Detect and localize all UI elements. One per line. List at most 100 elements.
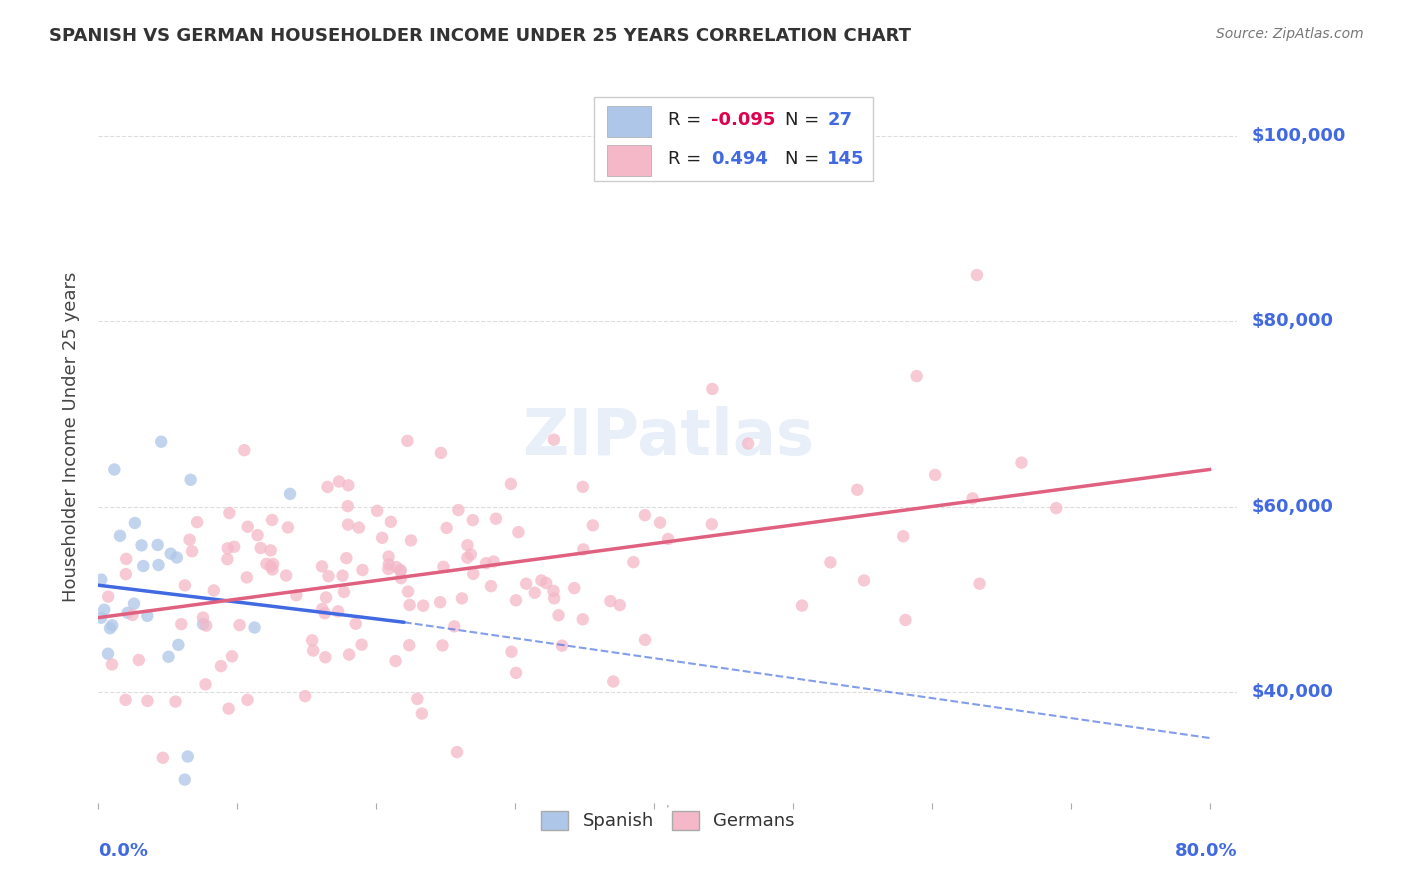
Point bbox=[173, 578, 195, 592]
Point bbox=[436, 521, 458, 535]
Point bbox=[278, 487, 301, 501]
Point bbox=[97, 647, 120, 661]
Point bbox=[456, 550, 478, 565]
Point bbox=[543, 591, 565, 606]
Point bbox=[891, 529, 914, 543]
Point bbox=[432, 559, 454, 574]
Point bbox=[302, 643, 325, 657]
Point bbox=[534, 576, 557, 591]
Point bbox=[233, 443, 256, 458]
Point bbox=[146, 538, 169, 552]
Point bbox=[159, 547, 181, 561]
Point bbox=[195, 618, 218, 632]
Point bbox=[790, 599, 813, 613]
Point bbox=[337, 478, 360, 492]
Point bbox=[352, 563, 374, 577]
Text: R =: R = bbox=[668, 112, 707, 129]
Text: 27: 27 bbox=[827, 112, 852, 129]
Point bbox=[262, 513, 284, 527]
Point bbox=[191, 610, 214, 624]
Text: $80,000: $80,000 bbox=[1251, 312, 1333, 330]
Point bbox=[276, 568, 298, 582]
Point bbox=[277, 520, 299, 534]
Point bbox=[114, 693, 136, 707]
Point bbox=[150, 434, 173, 449]
Point bbox=[314, 606, 336, 620]
Point bbox=[337, 648, 360, 662]
Point bbox=[136, 694, 159, 708]
Point bbox=[243, 621, 266, 635]
Point bbox=[398, 598, 420, 612]
Point bbox=[90, 611, 112, 625]
Point bbox=[702, 382, 724, 396]
Text: SPANISH VS GERMAN HOUSEHOLDER INCOME UNDER 25 YEARS CORRELATION CHART: SPANISH VS GERMAN HOUSEHOLDER INCOME UND… bbox=[49, 27, 911, 45]
Point bbox=[634, 508, 657, 523]
Point bbox=[451, 591, 474, 606]
Point bbox=[90, 573, 112, 587]
Point bbox=[599, 594, 621, 608]
Text: $100,000: $100,000 bbox=[1251, 128, 1346, 145]
Point bbox=[260, 559, 283, 574]
Point bbox=[820, 555, 842, 569]
Point bbox=[314, 650, 336, 665]
Point bbox=[209, 659, 232, 673]
Point bbox=[609, 598, 631, 612]
Point bbox=[122, 597, 145, 611]
Point bbox=[432, 639, 454, 653]
Point bbox=[634, 632, 657, 647]
Point bbox=[101, 618, 124, 632]
Point bbox=[132, 559, 155, 574]
Text: 0.494: 0.494 bbox=[711, 150, 768, 168]
Point bbox=[136, 608, 159, 623]
Text: N =: N = bbox=[785, 150, 825, 168]
Bar bbox=[607, 106, 651, 137]
Point bbox=[337, 517, 360, 532]
Bar bbox=[607, 145, 651, 176]
Point bbox=[336, 499, 359, 513]
Point bbox=[316, 480, 339, 494]
Point bbox=[447, 503, 470, 517]
Point bbox=[103, 462, 125, 476]
Point bbox=[115, 567, 138, 582]
Point bbox=[396, 434, 419, 448]
Point bbox=[572, 542, 595, 557]
Point bbox=[202, 583, 225, 598]
Text: -0.095: -0.095 bbox=[711, 112, 776, 129]
Point bbox=[260, 543, 283, 558]
Point bbox=[562, 581, 585, 595]
Point bbox=[446, 745, 468, 759]
Point bbox=[285, 588, 308, 602]
Text: R =: R = bbox=[668, 150, 713, 168]
Point bbox=[962, 491, 984, 506]
Point bbox=[256, 557, 278, 571]
Point bbox=[180, 473, 202, 487]
Point bbox=[167, 638, 190, 652]
Text: $40,000: $40,000 bbox=[1251, 682, 1333, 701]
Point bbox=[366, 504, 388, 518]
Point bbox=[236, 693, 259, 707]
Point bbox=[186, 515, 208, 529]
Point bbox=[294, 689, 316, 703]
Text: N =: N = bbox=[785, 112, 825, 129]
Point bbox=[262, 557, 284, 571]
Point bbox=[170, 617, 193, 632]
Point bbox=[262, 562, 284, 576]
Point bbox=[657, 532, 679, 546]
Point bbox=[236, 570, 259, 584]
Point bbox=[335, 551, 357, 566]
Point bbox=[406, 692, 429, 706]
Point bbox=[98, 621, 121, 635]
Text: 0.0%: 0.0% bbox=[98, 842, 149, 860]
Text: $60,000: $60,000 bbox=[1251, 498, 1333, 516]
Point bbox=[318, 569, 340, 583]
Point bbox=[97, 590, 120, 604]
Point bbox=[508, 525, 530, 540]
Point bbox=[124, 516, 146, 530]
Point bbox=[571, 612, 593, 626]
Y-axis label: Householder Income Under 25 years: Householder Income Under 25 years bbox=[62, 272, 80, 602]
Point bbox=[543, 433, 565, 447]
Point bbox=[148, 558, 170, 572]
Point bbox=[378, 558, 401, 572]
Point bbox=[101, 657, 124, 672]
Point bbox=[456, 538, 478, 552]
